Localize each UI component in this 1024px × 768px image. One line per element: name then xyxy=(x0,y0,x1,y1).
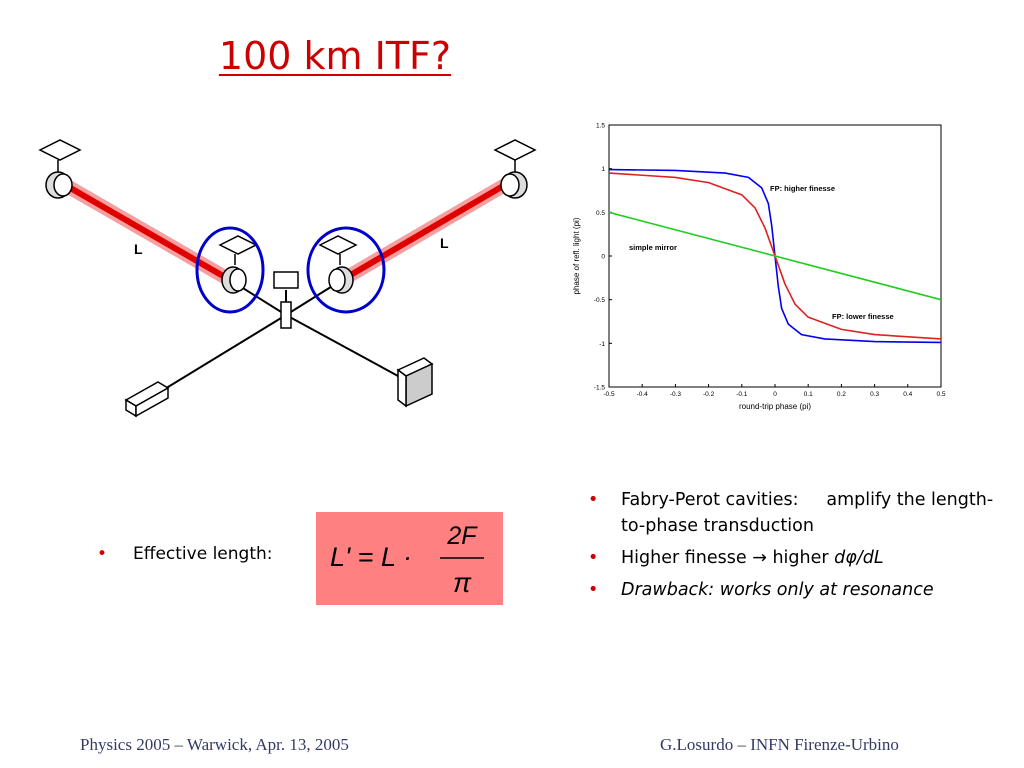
y-tick-label: -1.5 xyxy=(594,385,606,392)
footer-left: Physics 2005 – Warwick, Apr. 13, 2005 xyxy=(80,735,349,754)
y-tick-label: 0 xyxy=(601,254,605,261)
arm-length-label-left: L xyxy=(134,241,143,257)
bullet-marker: • xyxy=(588,580,599,600)
x-tick-label: -0.2 xyxy=(703,391,715,398)
bullet-list-right: • Fabry-Perot cavities: amplify the leng… xyxy=(588,487,1008,609)
x-tick-label: -0.5 xyxy=(603,391,615,398)
bullet-higher-finesse: • Higher finesse → higher dφ/dL xyxy=(588,545,1008,571)
y-tick-label: 1 xyxy=(601,166,605,173)
bullet-marker: • xyxy=(588,490,599,510)
y-axis-label: phase of refl. light (pi) xyxy=(572,217,581,294)
x-axis-label: round-trip phase (pi) xyxy=(739,402,811,411)
end-mirror-right xyxy=(493,139,537,199)
x-tick-label: 0 xyxy=(773,391,777,398)
bullet-text: Drawback: works only at resonance xyxy=(621,580,934,600)
highlight-circle-left xyxy=(195,226,265,314)
input-mirror-left xyxy=(218,235,258,294)
formula-box: L' = L · 2F π xyxy=(316,512,503,605)
formula-graphic: L' = L · 2F π xyxy=(330,522,484,598)
x-tick-label: -0.3 xyxy=(670,391,682,398)
bullet-text-part1: Fabry-Perot cavities: xyxy=(621,490,799,510)
x-tick-label: 0.4 xyxy=(903,391,912,398)
y-tick-label: 1.5 xyxy=(596,123,605,130)
laser-beam-right xyxy=(338,175,514,287)
formula-numerator: 2F xyxy=(446,522,478,550)
y-tick-label: -1 xyxy=(599,341,605,348)
photodetector xyxy=(396,357,434,408)
annotation-higher-finesse: FP: higher finesse xyxy=(770,184,835,193)
interferometer-diagram: L L xyxy=(38,139,537,418)
bullet-text-part2: amplify the length-to-phase transduction xyxy=(621,490,994,536)
phase-chart: -0.5 -0.4 -0.3 -0.2 -0.1 0 0.1 0.2 0.3 0.4 0.5 1.5 1… xyxy=(572,123,946,412)
x-tick-label: 0.5 xyxy=(936,391,945,398)
bullet-fabry-perot: • Fabry-Perot cavities: amplify the leng… xyxy=(588,487,1008,539)
annotation-simple-mirror: simple mirror xyxy=(629,243,677,252)
formula-denominator: π xyxy=(453,568,472,598)
x-tick-label: -0.4 xyxy=(637,391,649,398)
formula-lhs: L' = L · xyxy=(330,542,412,572)
bullet-text-part2: higher xyxy=(772,548,829,568)
bullet-text-part3: dφ/dL xyxy=(834,548,884,568)
series-line-simple-mirror xyxy=(608,211,942,301)
bullet-drawback: • Drawback: works only at resonance xyxy=(588,577,1008,603)
input-mirror-right xyxy=(318,235,358,294)
bullet-text: Effective length: xyxy=(133,544,273,564)
x-tick-label: 0.2 xyxy=(837,391,846,398)
arrow-icon: → xyxy=(752,548,767,568)
y-tick-label: 0.5 xyxy=(596,210,605,217)
annotation-lower-finesse: FP: lower finesse xyxy=(832,312,894,321)
end-mirror-left xyxy=(38,139,82,199)
x-tick-label: 0.3 xyxy=(870,391,879,398)
bullet-marker: • xyxy=(97,544,108,564)
bullet-marker: • xyxy=(588,548,599,568)
y-tick-label: -0.5 xyxy=(594,297,606,304)
footer-right: G.Losurdo – INFN Firenze-Urbino xyxy=(660,735,899,754)
highlight-circle-right xyxy=(306,226,386,314)
bullet-text-part1: Higher finesse xyxy=(621,548,747,568)
x-tick-label: -0.1 xyxy=(736,391,748,398)
beam-lines xyxy=(149,279,399,399)
laser-beam-left xyxy=(56,175,234,287)
beam-splitter xyxy=(280,301,292,329)
arm-length-label-right: L xyxy=(440,235,449,251)
slide-title: 100 km ITF? xyxy=(218,34,452,78)
x-tick-label: 0.1 xyxy=(804,391,813,398)
laser-source xyxy=(124,381,170,418)
detector-box-top xyxy=(273,271,299,289)
